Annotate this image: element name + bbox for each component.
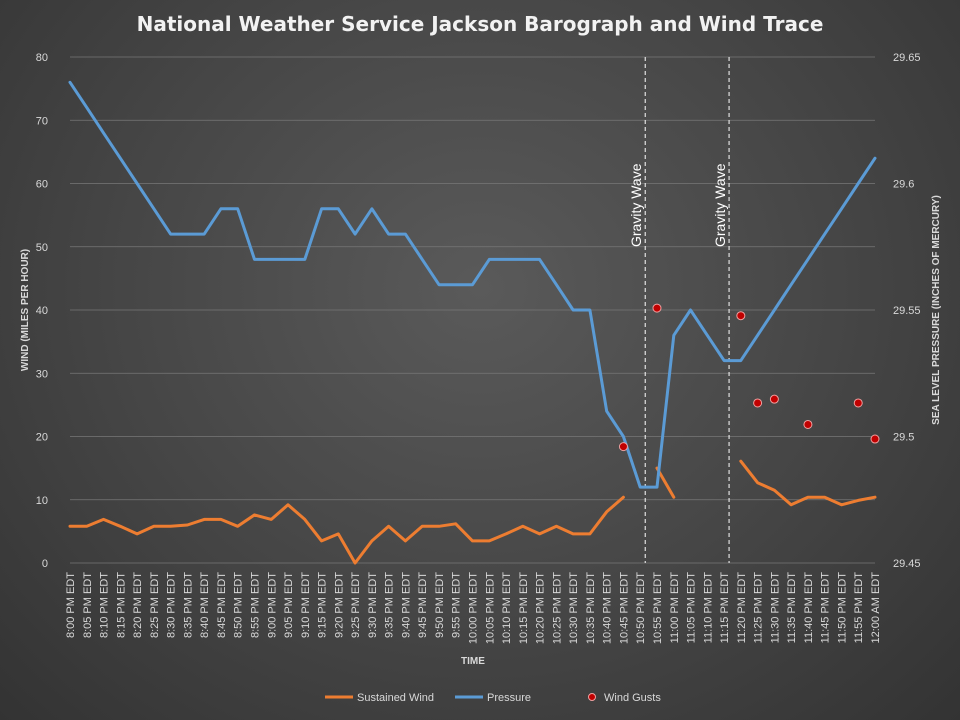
x-tick-label: 9:20 PM EDT [333, 572, 345, 638]
x-tick-label: 8:00 PM EDT [65, 572, 77, 638]
wind-gusts-legend-marker [588, 693, 596, 701]
x-tick-label: 10:55 PM EDT [652, 572, 664, 644]
y-right-tick-label: 29.55 [893, 305, 921, 317]
x-tick-label: 11:35 PM EDT [786, 572, 798, 644]
x-tick-label: 10:25 PM EDT [551, 572, 563, 644]
wind-gusts-point [870, 434, 880, 444]
y-right-tick-label: 29.65 [893, 52, 921, 64]
x-tick-label: 11:05 PM EDT [686, 572, 698, 644]
x-tick-label: 11:10 PM EDT [702, 572, 714, 644]
y-right-tick-label: 29.6 [893, 179, 914, 191]
annotations: Gravity Wave Gravity Wave [628, 57, 730, 563]
x-tick-label: 10:00 PM EDT [468, 572, 480, 644]
x-tick-label: 8:35 PM EDT [182, 572, 194, 638]
series-layer [68, 80, 880, 565]
x-tick-label: 11:20 PM EDT [736, 572, 748, 644]
x-tick-label: 9:15 PM EDT [317, 572, 329, 638]
gravity-wave-label: Gravity Wave [628, 163, 644, 247]
y-left-tick-label: 0 [42, 558, 48, 570]
x-tick-label: 9:35 PM EDT [384, 572, 396, 638]
x-tick-label: 8:20 PM EDT [132, 572, 144, 638]
left-axis-ticks: 0 10 20 30 40 50 60 70 80 [36, 52, 48, 570]
wind-gusts-legend-label: Wind Gusts [604, 692, 661, 704]
x-tick-label: 9:40 PM EDT [400, 572, 412, 638]
y-left-tick-label: 60 [36, 179, 48, 191]
gravity-wave-label: Gravity Wave [712, 163, 728, 247]
gridlines [70, 56, 875, 564]
y-right-tick-label: 29.5 [893, 432, 914, 444]
right-axis-title: SEA LEVEL PRESSURE (INCHES OF MERCURY) [931, 195, 942, 425]
x-tick-label: 9:10 PM EDT [300, 572, 312, 638]
x-tick-label: 9:50 PM EDT [434, 572, 446, 638]
left-axis-title: WIND (MILES PER HOUR) [20, 249, 31, 371]
legend: Sustained Wind Pressure Wind Gusts [325, 692, 661, 704]
x-tick-label: 8:05 PM EDT [82, 572, 94, 638]
x-tick-label: 11:50 PM EDT [836, 572, 848, 644]
x-tick-label: 8:10 PM EDT [99, 572, 111, 638]
y-left-tick-label: 30 [36, 368, 48, 380]
x-tick-label: 11:40 PM EDT [803, 572, 815, 644]
x-tick-label: 11:00 PM EDT [669, 572, 681, 644]
x-tick-label: 8:25 PM EDT [149, 572, 161, 638]
pressure-line [68, 80, 877, 489]
x-tick-label: 9:30 PM EDT [367, 572, 379, 638]
x-tick-label: 10:10 PM EDT [501, 572, 513, 644]
x-tick-label: 11:15 PM EDT [719, 572, 731, 644]
x-tick-label: 8:45 PM EDT [216, 572, 228, 638]
wind-gusts-point [769, 394, 779, 404]
x-tick-label: 9:45 PM EDT [417, 572, 429, 638]
x-tick-label: 10:30 PM EDT [568, 572, 580, 644]
x-axis-title: TIME [461, 656, 485, 667]
x-tick-label: 8:55 PM EDT [249, 572, 261, 638]
x-tick-label: 8:40 PM EDT [199, 572, 211, 638]
wind-gusts-point [736, 311, 746, 321]
x-tick-label: 11:30 PM EDT [769, 572, 781, 644]
x-tick-label: 9:25 PM EDT [350, 572, 362, 638]
wind-gusts-point [618, 442, 628, 452]
y-left-tick-label: 80 [36, 52, 48, 64]
y-left-tick-label: 10 [36, 495, 48, 507]
x-tick-label: 10:50 PM EDT [635, 572, 647, 644]
x-tick-label: 10:15 PM EDT [518, 572, 530, 644]
x-tick-label: 10:35 PM EDT [585, 572, 597, 644]
sustained-wind-line [68, 459, 877, 565]
wind-gusts-point [853, 398, 863, 408]
wind-gusts-point [652, 303, 662, 313]
y-left-tick-label: 70 [36, 115, 48, 127]
x-tick-label: 10:45 PM EDT [618, 572, 630, 644]
y-left-tick-label: 50 [36, 242, 48, 254]
x-tick-label: 10:20 PM EDT [535, 572, 547, 644]
x-tick-label: 11:55 PM EDT [853, 572, 865, 644]
chart-title: National Weather Service Jackson Barogra… [137, 12, 824, 36]
pressure-legend-label: Pressure [487, 692, 531, 704]
y-left-tick-label: 40 [36, 305, 48, 317]
x-tick-label: 8:15 PM EDT [115, 572, 127, 638]
y-right-tick-label: 29.45 [893, 558, 921, 570]
x-tick-label: 11:45 PM EDT [820, 572, 832, 644]
x-tick-label: 10:40 PM EDT [602, 572, 614, 644]
x-tick-label: 10:05 PM EDT [484, 572, 496, 644]
x-tick-label: 9:05 PM EDT [283, 572, 295, 638]
x-tick-label: 11:25 PM EDT [753, 572, 765, 644]
x-tick-label: 12:00 AM EDT [870, 572, 882, 644]
x-tick-label: 9:00 PM EDT [266, 572, 278, 638]
x-tick-label: 9:55 PM EDT [451, 572, 463, 638]
x-axis-ticks: 8:00 PM EDT 8:05 PM EDT 8:10 PM EDT 8:15 PM… [65, 572, 882, 644]
wind-gusts-point [803, 419, 813, 429]
right-axis-ticks: 29.45 29.5 29.55 29.6 29.65 [893, 52, 921, 570]
wind-gusts-point [753, 398, 763, 408]
x-tick-label: 8:50 PM EDT [233, 572, 245, 638]
y-left-tick-label: 20 [36, 432, 48, 444]
x-tick-label: 8:30 PM EDT [166, 572, 178, 638]
sustained-wind-legend-label: Sustained Wind [357, 692, 434, 704]
